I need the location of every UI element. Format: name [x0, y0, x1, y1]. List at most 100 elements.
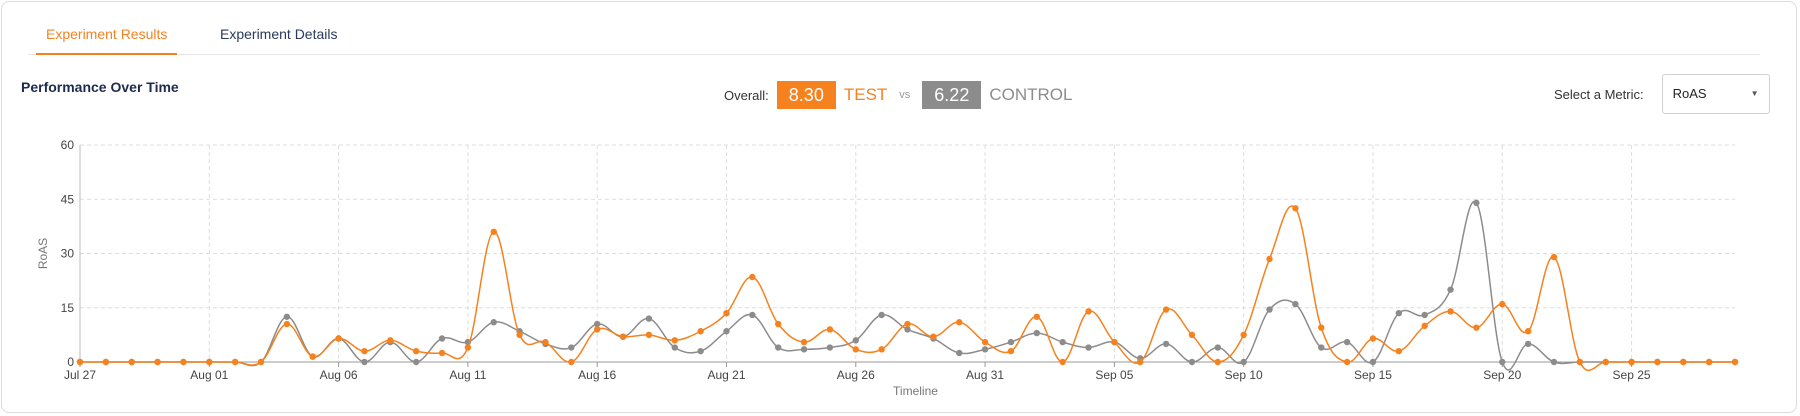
tab-experiment-results[interactable]: Experiment Results	[35, 24, 178, 55]
data-point-control	[568, 344, 575, 351]
series-control	[76, 199, 1739, 371]
data-point-control	[1524, 340, 1532, 348]
metric-dropdown[interactable]: RoAS ▼	[1661, 74, 1770, 114]
data-point-test	[749, 273, 756, 281]
series-line-test	[79, 205, 1735, 372]
data-point-test	[283, 320, 291, 328]
data-point-control	[1007, 338, 1015, 346]
data-point-test	[1395, 347, 1403, 355]
data-point-test	[464, 344, 472, 351]
data-point-test	[878, 346, 885, 353]
data-point-control	[438, 335, 446, 342]
data-point-control	[1292, 300, 1299, 308]
control-value-badge: 6.22	[922, 81, 982, 109]
data-point-test	[542, 338, 549, 346]
data-point-test	[1524, 328, 1532, 335]
data-point-test	[102, 358, 110, 366]
data-point-test	[1628, 358, 1635, 366]
metric-selector: Select a Metric: RoAS ▼	[1554, 74, 1770, 114]
data-point-control	[981, 346, 989, 353]
data-point-control	[1240, 358, 1247, 366]
series-test	[76, 205, 1739, 372]
x-tick-label: Sep 15	[1354, 368, 1392, 382]
data-point-control	[800, 346, 808, 353]
data-point-control	[1214, 344, 1222, 351]
data-point-test	[1447, 308, 1454, 315]
overall-summary: Overall: 8.30 TEST vs 6.22 CONTROL	[724, 81, 1072, 109]
data-point-test	[1343, 358, 1351, 366]
data-point-control	[1033, 329, 1040, 337]
data-point-test	[387, 337, 394, 344]
x-tick-label: Jul 27	[64, 368, 96, 382]
data-point-control	[956, 349, 963, 357]
data-point-test	[619, 333, 627, 340]
data-point-test	[1214, 358, 1222, 366]
data-point-control	[1318, 344, 1325, 351]
data-point-test	[76, 358, 84, 366]
data-point-test	[309, 353, 316, 360]
x-tick-label: Sep 05	[1095, 368, 1133, 382]
metric-selected-value: RoAS	[1672, 86, 1707, 101]
overall-label: Overall:	[724, 87, 769, 103]
data-point-test	[956, 319, 963, 326]
caret-down-icon: ▼	[1750, 89, 1759, 98]
data-point-test	[1318, 324, 1325, 331]
x-tick-label: Aug 31	[966, 368, 1004, 382]
data-point-control	[775, 344, 782, 351]
data-point-test	[516, 331, 523, 339]
data-point-test	[490, 228, 497, 235]
data-point-test	[697, 328, 704, 335]
data-point-control	[283, 313, 291, 320]
data-point-test	[1550, 253, 1558, 261]
data-point-test	[180, 358, 187, 366]
y-tick-label: 45	[61, 192, 75, 206]
x-tick-label: Aug 01	[190, 368, 228, 382]
data-point-control	[1188, 358, 1196, 366]
vs-label: vs	[899, 89, 911, 101]
y-tick-label: 15	[61, 301, 75, 315]
x-tick-label: Sep 25	[1613, 368, 1651, 382]
data-point-control	[593, 320, 601, 328]
data-point-test	[412, 347, 420, 355]
data-point-test	[1473, 324, 1480, 331]
data-point-test	[1085, 308, 1092, 315]
data-point-test	[1499, 300, 1506, 308]
data-point-test	[1059, 358, 1066, 366]
x-tick-label: Sep 20	[1483, 368, 1521, 382]
test-label: TEST	[843, 85, 888, 104]
data-point-control	[1473, 199, 1480, 207]
data-point-control	[697, 347, 704, 355]
tab-experiment-details[interactable]: Experiment Details	[220, 26, 338, 42]
data-point-test	[1292, 205, 1299, 212]
data-point-test	[1705, 358, 1713, 366]
data-point-control	[1550, 358, 1558, 366]
data-point-test	[645, 331, 653, 339]
data-point-test	[775, 320, 782, 328]
data-point-control	[645, 315, 653, 322]
series-line-control	[79, 200, 1735, 371]
data-point-control	[1447, 286, 1454, 293]
data-point-control	[1266, 306, 1273, 313]
data-point-control	[1085, 344, 1092, 351]
x-tick-label: Aug 11	[449, 368, 486, 382]
data-point-test	[1188, 331, 1196, 339]
data-point-test	[852, 346, 859, 353]
data-point-test	[671, 337, 678, 344]
data-point-test	[981, 338, 989, 346]
data-point-control	[826, 344, 834, 351]
data-point-control	[1395, 309, 1403, 317]
y-axis-title: RoAS	[36, 238, 50, 269]
data-point-control	[878, 311, 885, 319]
data-point-test	[904, 320, 911, 328]
data-point-control	[852, 337, 859, 344]
data-point-test	[930, 333, 937, 340]
data-point-test	[723, 309, 730, 317]
data-point-control	[412, 358, 420, 366]
control-label: CONTROL	[989, 85, 1073, 104]
y-tick-label: 30	[61, 247, 75, 261]
data-point-control	[671, 344, 678, 351]
data-point-test	[1137, 358, 1144, 366]
data-point-test	[206, 358, 213, 366]
data-point-control	[1343, 338, 1351, 346]
